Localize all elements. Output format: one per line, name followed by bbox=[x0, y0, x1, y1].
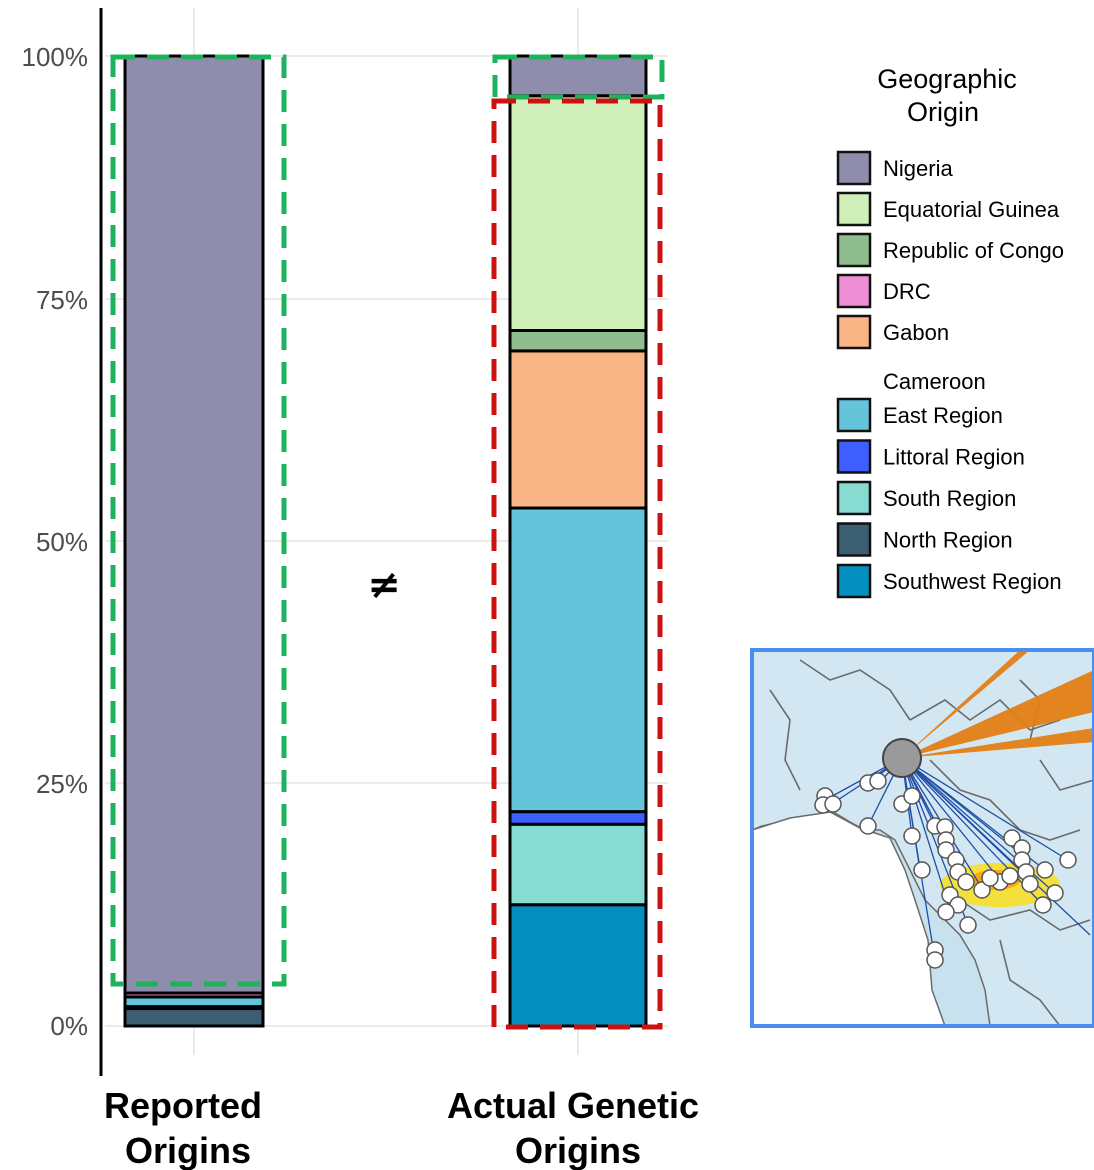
bar-segment-littoral-region bbox=[508, 810, 648, 826]
reported-green-highlight bbox=[110, 54, 287, 987]
x-label-reported-line1: Reported bbox=[104, 1085, 262, 1126]
legend-title-line1: Geographic bbox=[877, 64, 1017, 94]
x-label-reported: Reported Origins bbox=[104, 1085, 272, 1170]
x-label-actual-line2: Origins bbox=[515, 1130, 641, 1170]
bar-segment-nigeria bbox=[508, 54, 648, 98]
legend-regions: East Region Littoral Region South Region No… bbox=[836, 397, 1062, 599]
legend: Geographic Origin Nigeria Equatorial Guin… bbox=[836, 64, 1064, 599]
map-flows-orange bbox=[902, 650, 1094, 758]
not-equal-symbol: ≠ bbox=[367, 562, 401, 608]
y-tick-label: 25% bbox=[36, 769, 88, 799]
bar-segment-equatorial-guinea bbox=[508, 94, 648, 333]
legend-label: Gabon bbox=[883, 320, 949, 345]
bar-segment-southwest-region bbox=[508, 903, 648, 1028]
legend-swatch bbox=[836, 480, 872, 516]
y-tick-label: 50% bbox=[36, 527, 88, 557]
legend-swatch bbox=[836, 273, 872, 309]
y-tick-label: 100% bbox=[22, 42, 89, 72]
legend-swatch bbox=[836, 522, 872, 557]
legend-swatch bbox=[836, 150, 872, 186]
bar-segment-nigeria bbox=[123, 54, 265, 995]
legend-label: East Region bbox=[883, 403, 1003, 428]
highlight-boxes bbox=[110, 54, 665, 1030]
map-origin-node bbox=[882, 738, 922, 778]
y-tick-label: 75% bbox=[36, 285, 88, 315]
legend-swatch bbox=[836, 563, 872, 599]
bar-segment-south-region bbox=[508, 822, 648, 907]
inset-map bbox=[750, 648, 1094, 1028]
legend-label: North Region bbox=[883, 528, 1013, 553]
legend-label: DRC bbox=[883, 279, 931, 304]
legend-title-line2: Origin bbox=[907, 97, 979, 127]
y-axis: 0% 25% 50% 75% 100% bbox=[22, 42, 89, 1041]
map-borders bbox=[769, 659, 1094, 1026]
bar-segment-republic-of-congo bbox=[508, 329, 648, 353]
legend-label: Equatorial Guinea bbox=[883, 197, 1060, 222]
actual-red-highlight bbox=[491, 98, 663, 1030]
legend-swatch bbox=[836, 232, 872, 268]
legend-group-cameroon: Cameroon bbox=[883, 369, 986, 394]
legend-swatch bbox=[836, 439, 872, 474]
x-label-reported-line2: Origins bbox=[125, 1130, 251, 1170]
legend-swatch bbox=[836, 314, 872, 350]
bar-segment-north-region bbox=[123, 1007, 265, 1028]
bars bbox=[123, 54, 648, 1028]
x-label-actual-line1: Actual Genetic bbox=[447, 1085, 699, 1126]
legend-swatch bbox=[836, 397, 872, 433]
legend-label: Republic of Congo bbox=[883, 238, 1064, 263]
legend-swatch bbox=[836, 191, 872, 227]
map-sample-points bbox=[814, 772, 1077, 969]
legend-label: Littoral Region bbox=[883, 445, 1025, 470]
x-axis: Reported Origins Actual Genetic Origins bbox=[104, 1085, 709, 1170]
legend-label: Nigeria bbox=[883, 156, 953, 181]
map-frame bbox=[750, 648, 1094, 1028]
x-label-actual: Actual Genetic Origins bbox=[447, 1085, 709, 1170]
bar-segment-gabon bbox=[508, 349, 648, 510]
y-tick-label: 0% bbox=[50, 1011, 88, 1041]
bar-segment-east-region bbox=[508, 506, 648, 814]
actual-green-highlight bbox=[492, 54, 665, 100]
legend-label: Southwest Region bbox=[883, 569, 1062, 594]
legend-label: South Region bbox=[883, 486, 1016, 511]
legend-countries: Nigeria Equatorial Guinea Republic of Cong… bbox=[836, 150, 1064, 350]
